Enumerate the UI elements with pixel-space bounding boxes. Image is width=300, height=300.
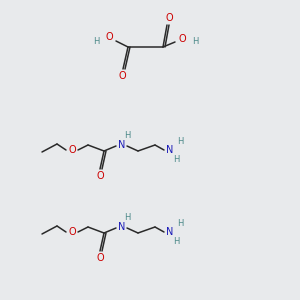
Text: O: O — [178, 34, 186, 44]
Text: N: N — [118, 222, 126, 232]
Text: O: O — [105, 32, 113, 42]
Text: O: O — [165, 13, 173, 23]
Text: O: O — [68, 227, 76, 237]
Text: O: O — [96, 253, 104, 263]
Text: H: H — [177, 137, 183, 146]
Text: O: O — [68, 145, 76, 155]
Text: O: O — [118, 71, 126, 81]
Text: H: H — [124, 130, 130, 140]
Text: H: H — [173, 154, 179, 164]
Text: H: H — [177, 220, 183, 229]
Text: N: N — [118, 140, 126, 150]
Text: H: H — [93, 37, 99, 46]
Text: H: H — [124, 212, 130, 221]
Text: N: N — [166, 227, 174, 237]
Text: H: H — [192, 38, 198, 46]
Text: N: N — [166, 145, 174, 155]
Text: H: H — [173, 236, 179, 245]
Text: O: O — [96, 171, 104, 181]
